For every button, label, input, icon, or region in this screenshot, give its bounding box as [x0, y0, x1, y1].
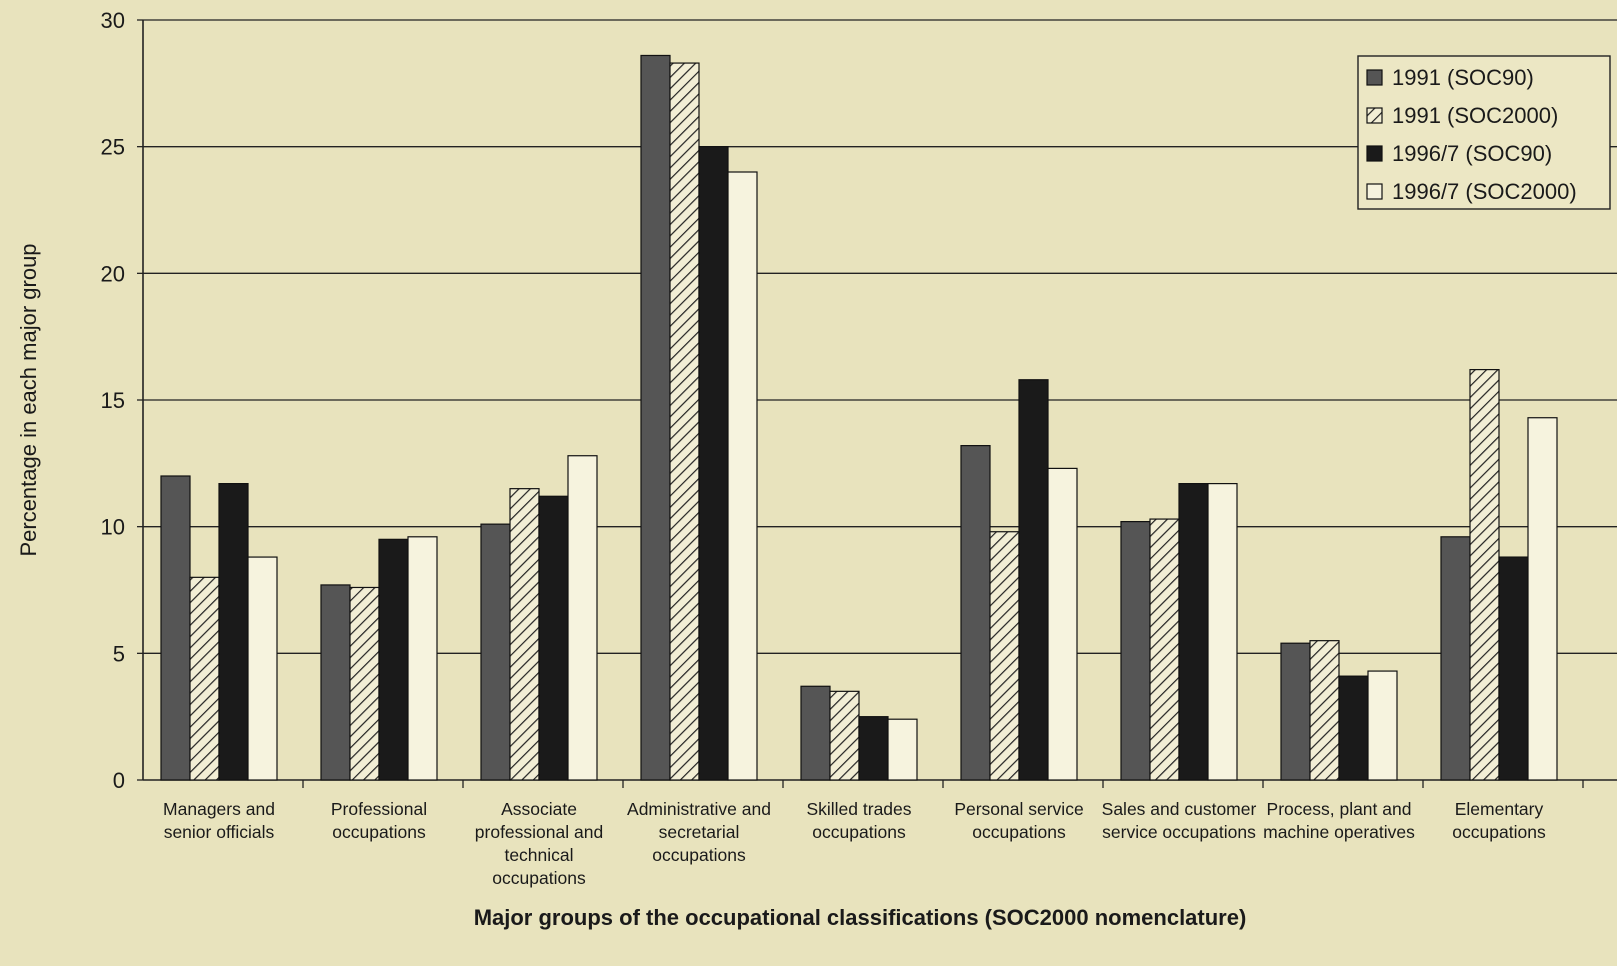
bar-3-9 — [1498, 556, 1529, 781]
x-category-label: occupations — [332, 822, 426, 842]
bar-2-8 — [1309, 640, 1340, 781]
bar-3-6 — [1018, 379, 1049, 781]
bar-3-8 — [1338, 675, 1369, 781]
bar-2-2 — [349, 586, 380, 781]
y-tick-label: 0 — [113, 768, 125, 793]
bar-1-5 — [800, 685, 831, 781]
bar-2-1 — [189, 576, 220, 781]
bar-1-7 — [1120, 520, 1151, 781]
bar-1-9 — [1440, 536, 1471, 781]
bar-4-6 — [1047, 467, 1078, 781]
y-tick-label: 10 — [101, 515, 125, 540]
bar-2-3 — [509, 488, 540, 781]
x-category-label: occupations — [1452, 822, 1546, 842]
x-category-label: Personal service — [954, 799, 1083, 819]
bar-3-7 — [1178, 483, 1209, 781]
bar-4-4 — [727, 171, 758, 781]
bar-4-9 — [1527, 417, 1558, 781]
bar-4-7 — [1207, 483, 1238, 781]
bar-1-3 — [480, 523, 511, 781]
legend-label-3: 1996/7 (SOC90) — [1392, 141, 1552, 166]
x-category-label: Administrative and — [627, 799, 771, 819]
bar-1-6 — [960, 445, 991, 781]
x-category-label: Sales and customer — [1102, 799, 1257, 819]
bar-2-9 — [1469, 369, 1500, 781]
y-tick-label: 5 — [113, 641, 125, 666]
bar-3-4 — [698, 146, 729, 781]
bar-3-1 — [218, 483, 249, 781]
y-tick-label: 15 — [101, 388, 125, 413]
bar-2-6 — [989, 531, 1020, 781]
bar-1-4 — [640, 54, 671, 781]
x-category-label: machine operatives — [1263, 822, 1415, 842]
legend-swatch-3 — [1366, 145, 1383, 162]
bar-1-1 — [160, 475, 191, 781]
x-category-label: occupations — [652, 845, 746, 865]
bar-3-3 — [538, 495, 569, 781]
bar-1-2 — [320, 584, 351, 781]
legend-swatch-2 — [1366, 107, 1383, 124]
y-tick-label: 25 — [101, 135, 125, 160]
legend-swatch-4 — [1366, 183, 1383, 200]
legend-swatch-1 — [1366, 69, 1383, 86]
x-category-label: occupations — [972, 822, 1066, 842]
x-category-label: Process, plant and — [1267, 799, 1412, 819]
legend-box — [1357, 55, 1611, 210]
legend-label-4: 1996/7 (SOC2000) — [1392, 179, 1577, 204]
x-category-label: senior officials — [164, 822, 275, 842]
bar-2-4 — [669, 62, 700, 781]
x-category-label: Professional — [331, 799, 427, 819]
y-tick-label: 30 — [101, 8, 125, 33]
x-category-label: occupations — [492, 868, 586, 888]
x-category-label: professional and — [475, 822, 603, 842]
bar-2-5 — [829, 690, 860, 781]
bar-4-3 — [567, 455, 598, 781]
x-category-label: Associate — [501, 799, 577, 819]
bar-4-5 — [887, 718, 918, 781]
bar-4-1 — [247, 556, 278, 781]
x-category-label: Managers and — [163, 799, 275, 819]
y-tick-label: 20 — [101, 261, 125, 286]
x-category-label: service occupations — [1102, 822, 1256, 842]
bar-4-8 — [1367, 670, 1398, 781]
bar-2-7 — [1149, 518, 1180, 781]
legend-label-1: 1991 (SOC90) — [1392, 65, 1534, 90]
legend-label-2: 1991 (SOC2000) — [1392, 103, 1558, 128]
bar-3-2 — [378, 538, 409, 781]
x-category-label: technical — [504, 845, 573, 865]
x-category-label: Skilled trades — [806, 799, 911, 819]
x-axis-title: Major groups of the occupational classif… — [474, 905, 1247, 930]
bar-3-5 — [858, 716, 889, 781]
y-axis-title: Percentage in each major group — [16, 243, 41, 556]
x-category-label: occupations — [812, 822, 906, 842]
x-category-label: Elementary — [1455, 799, 1544, 819]
bar-1-8 — [1280, 642, 1311, 781]
bar-4-2 — [407, 536, 438, 781]
x-category-label: secretarial — [659, 822, 740, 842]
